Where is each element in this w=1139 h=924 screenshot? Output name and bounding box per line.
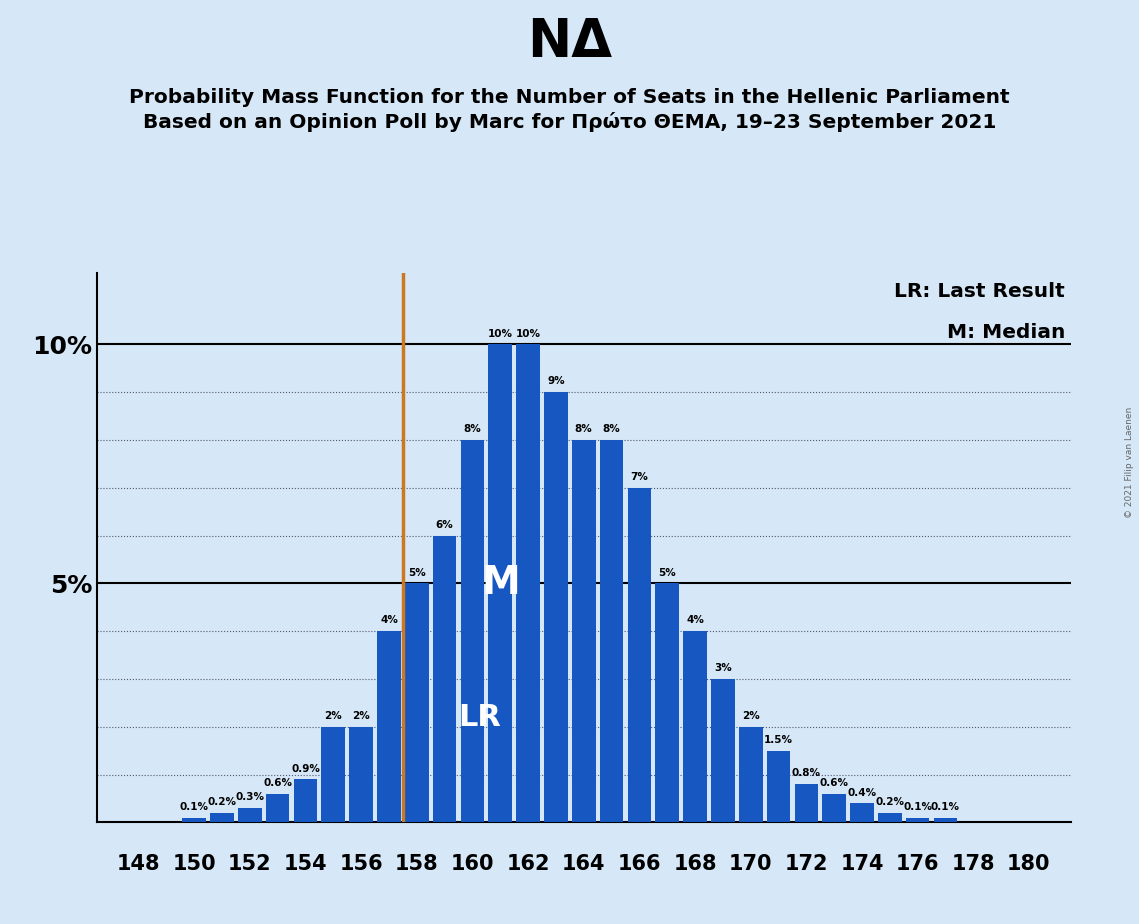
Bar (211, 813, 233, 822)
Bar (294, 779, 318, 822)
Text: M: M (481, 565, 519, 602)
Text: 0.4%: 0.4% (847, 787, 877, 797)
Text: 2%: 2% (325, 711, 342, 721)
Bar (321, 727, 345, 822)
Text: LR: LR (459, 702, 501, 732)
Text: 0.3%: 0.3% (236, 792, 264, 802)
Text: 168: 168 (673, 854, 716, 874)
Text: 10%: 10% (487, 329, 513, 338)
Text: Probability Mass Function for the Number of Seats in the Hellenic Parliament: Probability Mass Function for the Number… (129, 88, 1010, 106)
Text: 178: 178 (951, 854, 995, 874)
Bar (405, 583, 428, 822)
Text: M: Median: M: Median (947, 323, 1065, 343)
Text: 0.2%: 0.2% (875, 797, 904, 807)
Bar (460, 440, 484, 822)
Bar (182, 818, 206, 822)
Bar (878, 813, 902, 822)
Bar (822, 794, 846, 822)
Text: 5%: 5% (408, 567, 426, 578)
Text: 10%: 10% (516, 329, 541, 338)
Bar (350, 727, 372, 822)
Text: 0.8%: 0.8% (792, 769, 821, 778)
Bar (628, 488, 652, 822)
Bar (544, 392, 567, 822)
Text: 0.6%: 0.6% (263, 778, 293, 788)
Text: Based on an Opinion Poll by Marc for Πρώτο ΘΕΜΑ, 19–23 September 2021: Based on an Opinion Poll by Marc for Πρώ… (142, 112, 997, 132)
Bar (572, 440, 596, 822)
Text: 9%: 9% (547, 376, 565, 386)
Bar (265, 794, 289, 822)
Text: LR: Last Result: LR: Last Result (894, 282, 1065, 301)
Text: 0.1%: 0.1% (903, 802, 932, 812)
Text: 2%: 2% (741, 711, 760, 721)
Text: 180: 180 (1007, 854, 1050, 874)
Text: 0.1%: 0.1% (931, 802, 960, 812)
Text: 170: 170 (729, 854, 772, 874)
Bar (739, 727, 762, 822)
Text: 8%: 8% (603, 424, 621, 434)
Text: 174: 174 (841, 854, 884, 874)
Text: 0.2%: 0.2% (207, 797, 237, 807)
Text: 4%: 4% (686, 615, 704, 626)
Text: 156: 156 (339, 854, 383, 874)
Text: ΝΔ: ΝΔ (527, 16, 612, 67)
Text: 166: 166 (617, 854, 661, 874)
Bar (433, 536, 457, 822)
Bar (934, 818, 957, 822)
Text: 8%: 8% (464, 424, 482, 434)
Text: 158: 158 (395, 854, 439, 874)
Bar (683, 631, 707, 822)
Text: 152: 152 (228, 854, 272, 874)
Text: 154: 154 (284, 854, 327, 874)
Bar (600, 440, 623, 822)
Text: 172: 172 (785, 854, 828, 874)
Text: 164: 164 (562, 854, 606, 874)
Bar (767, 750, 790, 822)
Bar (906, 818, 929, 822)
Bar (711, 679, 735, 822)
Text: 7%: 7% (631, 472, 648, 482)
Bar (850, 803, 874, 822)
Bar (377, 631, 401, 822)
Text: 6%: 6% (436, 520, 453, 529)
Text: 162: 162 (507, 854, 550, 874)
Text: 160: 160 (451, 854, 494, 874)
Text: 0.9%: 0.9% (292, 763, 320, 773)
Text: 148: 148 (117, 854, 161, 874)
Text: 1.5%: 1.5% (764, 735, 793, 745)
Text: 176: 176 (896, 854, 940, 874)
Text: 0.1%: 0.1% (180, 802, 208, 812)
Text: 4%: 4% (380, 615, 398, 626)
Bar (795, 784, 818, 822)
Text: 2%: 2% (352, 711, 370, 721)
Text: 5%: 5% (658, 567, 677, 578)
Text: 0.6%: 0.6% (820, 778, 849, 788)
Bar (238, 808, 262, 822)
Bar (489, 345, 513, 822)
Text: © 2021 Filip van Laenen: © 2021 Filip van Laenen (1125, 407, 1134, 517)
Text: 8%: 8% (575, 424, 592, 434)
Text: 150: 150 (172, 854, 216, 874)
Bar (655, 583, 679, 822)
Text: 3%: 3% (714, 663, 731, 674)
Bar (516, 345, 540, 822)
